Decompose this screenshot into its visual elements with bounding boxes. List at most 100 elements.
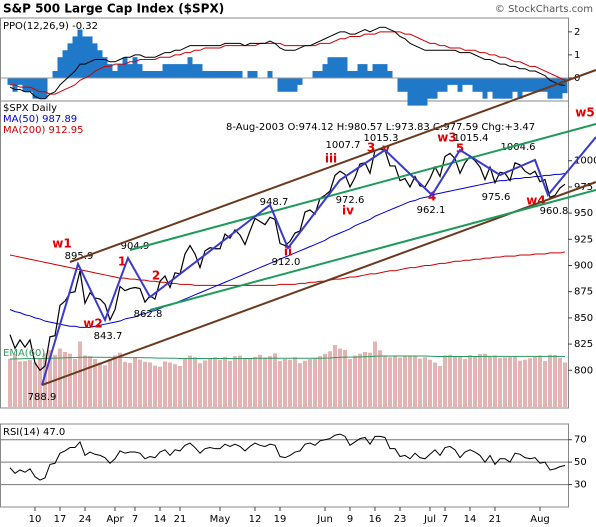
volume-bar [528, 358, 532, 408]
annotation: 1015.3 [364, 133, 399, 144]
y-tick-label: 50 [574, 457, 587, 468]
ppo-histogram [27, 77, 33, 92]
annotation: 788.9 [28, 392, 57, 403]
ppo-histogram [507, 77, 513, 99]
ppo-histogram [92, 43, 98, 78]
ppo-histogram [332, 57, 338, 78]
volume-bar [203, 360, 207, 408]
ppo-histogram [452, 77, 458, 85]
ppo-histogram [237, 71, 243, 78]
ppo-histogram [137, 64, 143, 78]
volume-bar [273, 353, 277, 408]
x-tick-label: 7 [442, 514, 448, 525]
volume-bar [288, 359, 292, 408]
ppo-histogram [437, 77, 443, 92]
volume-bar [423, 357, 427, 408]
volume-bar [263, 357, 267, 408]
volume-bar [453, 356, 457, 408]
x-tick-label: Jul [423, 514, 436, 525]
ppo-histogram [472, 77, 478, 92]
volume-bar [448, 354, 452, 408]
price-label: $SPX Daily [3, 103, 57, 114]
annotation: 1004.6 [501, 142, 536, 153]
upper-channel [69, 69, 596, 263]
ppo-histogram [117, 64, 123, 78]
volume-bar [23, 361, 27, 408]
volume-bar [328, 351, 332, 408]
annotation: iv [342, 204, 354, 218]
x-tick-label: 14 [154, 514, 167, 525]
ppo-histogram [497, 77, 503, 99]
ppo-histogram [72, 36, 78, 78]
x-tick-label: 14 [464, 514, 477, 525]
ppo-histogram [522, 77, 528, 92]
ppo-histogram [57, 57, 63, 78]
annotation: v [382, 142, 390, 156]
ppo-histogram [502, 77, 508, 99]
volume-bar [498, 358, 502, 408]
volume-bar [478, 354, 482, 408]
ppo-histogram [97, 50, 103, 78]
y-tick-label: 900 [574, 261, 593, 272]
ppo-histogram [547, 77, 553, 99]
trendlines [41, 69, 596, 386]
ppo-histogram [327, 57, 333, 78]
annotation: 904.9 [121, 241, 150, 252]
volume-bar [118, 352, 122, 408]
y-tick-label: 925 [574, 234, 593, 245]
annotation: 962.1 [417, 205, 446, 216]
x-tick-label: 21 [174, 514, 187, 525]
x-tick-label: Jun [316, 514, 333, 525]
volume-bar [463, 359, 467, 408]
volume-bar [178, 366, 182, 408]
ppo-histogram [417, 77, 423, 106]
y-tick-label: 0 [574, 73, 580, 84]
annotation: 3 [367, 141, 375, 155]
ppo-histogram [427, 77, 433, 99]
volume-bar [323, 353, 327, 408]
ppo-histogram [562, 77, 568, 94]
ppo-histogram [182, 64, 188, 78]
plot-layer: 0128008258508759009259509751000w1895.919… [1, 26, 596, 525]
ppo-histogram [167, 64, 173, 78]
volume-bar [543, 361, 547, 408]
y-tick-label: 950 [574, 208, 593, 219]
lower-green-channel [149, 189, 596, 311]
x-tick-label: 7 [132, 514, 138, 525]
ppo-histogram [82, 36, 88, 78]
source: © StockCharts.com [495, 4, 593, 15]
volume-bar [153, 365, 157, 408]
volume-bar [253, 356, 257, 408]
ppo-histogram [557, 77, 563, 99]
x-tick-label: May [210, 514, 231, 525]
volume-bar [103, 365, 107, 408]
volume-bar [163, 361, 167, 408]
volume-bar [73, 359, 77, 408]
x-tick-label: 10 [29, 514, 42, 525]
volume-bar [33, 362, 37, 408]
ppo-histogram [347, 71, 353, 78]
ppo-histogram [372, 64, 378, 78]
volume-bar [218, 359, 222, 408]
volume-bar [488, 356, 492, 408]
ppo-histogram [247, 71, 253, 78]
x-tick-label: 23 [394, 514, 407, 525]
volume-bar [13, 353, 17, 408]
ppo-histogram [492, 77, 498, 99]
ppo-histogram [317, 71, 323, 78]
ppo-histogram [447, 77, 453, 85]
volume-bar [508, 356, 512, 408]
volume-bar [473, 356, 477, 408]
ppo-histogram [407, 77, 413, 106]
volume-bar [558, 357, 562, 408]
ppo-histogram [432, 77, 438, 99]
volume-bar [403, 355, 407, 408]
ppo-histogram [162, 64, 168, 78]
rsi-panel [0, 423, 569, 508]
volume-bar [68, 353, 72, 408]
ppo-histogram [517, 77, 523, 99]
volume-bar [293, 357, 297, 408]
volume-bar [548, 354, 552, 408]
ppo-histogram [312, 71, 318, 78]
